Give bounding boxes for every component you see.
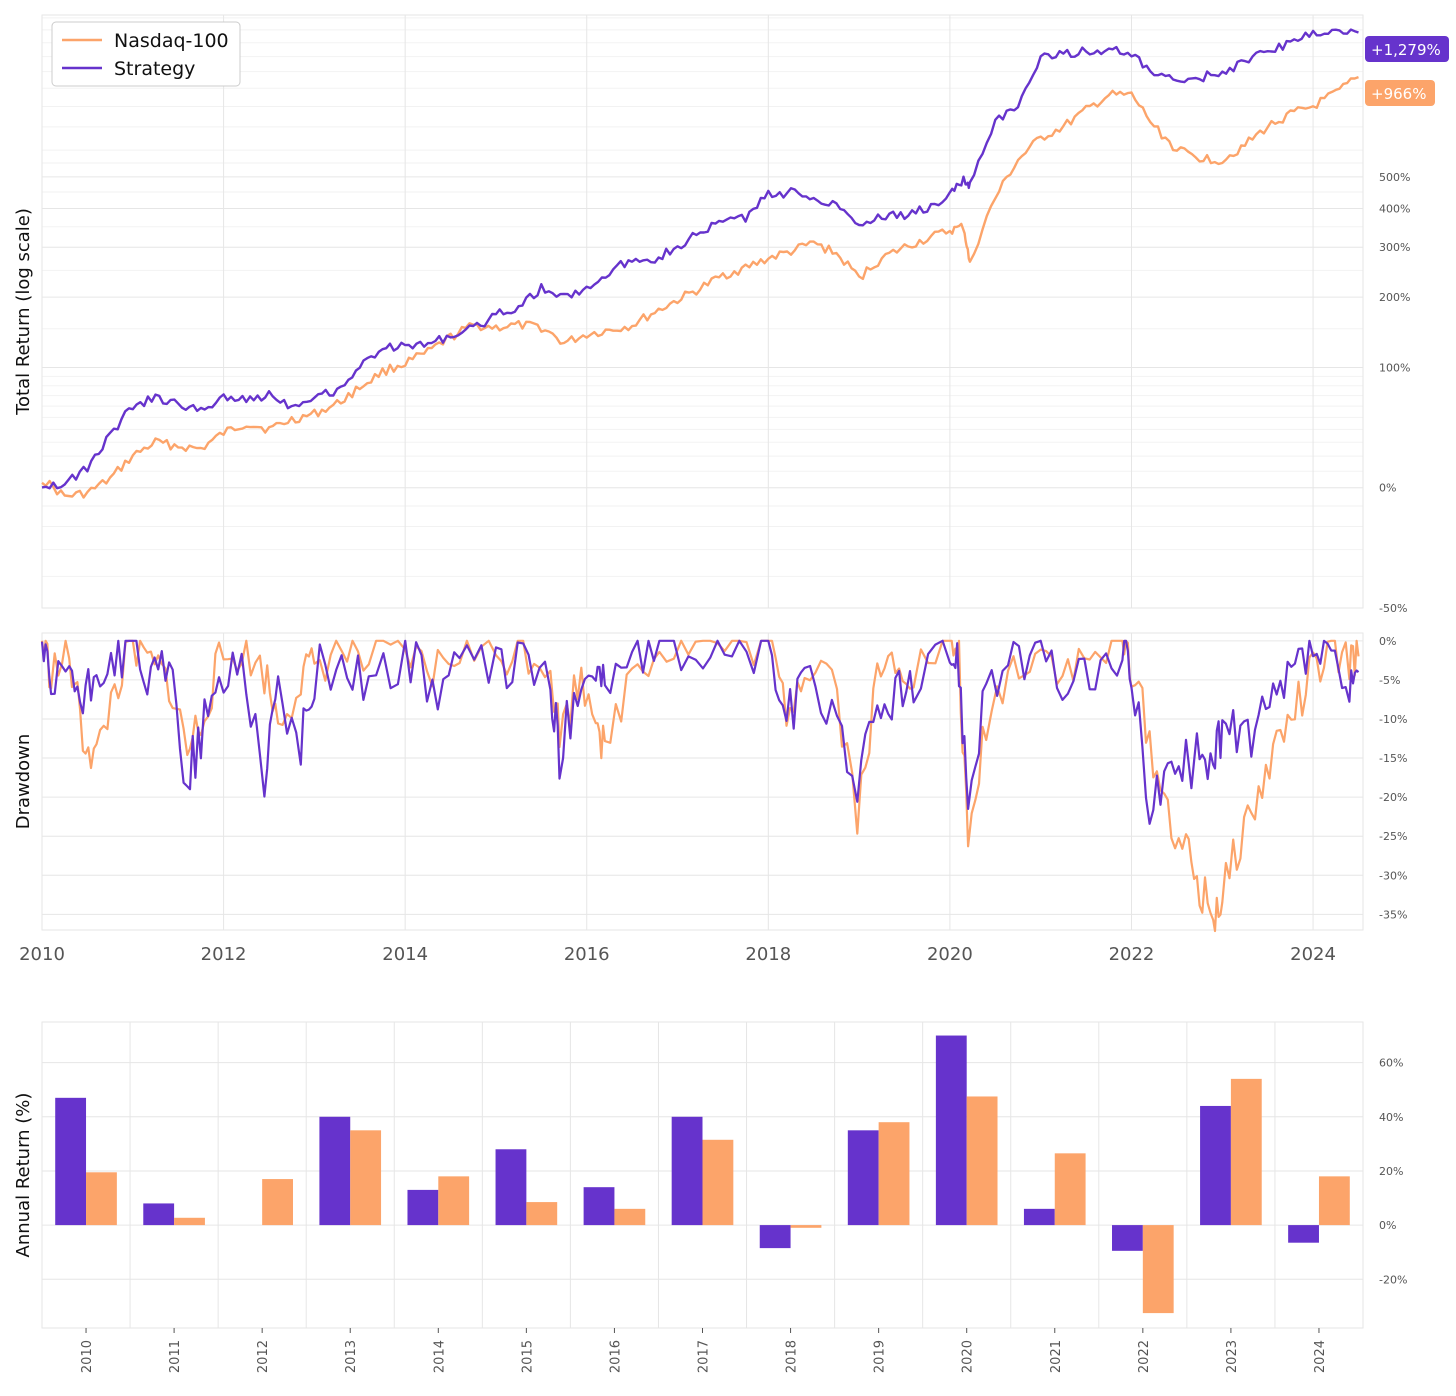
- strategy-drawdown-line: [40, 639, 1360, 825]
- year-x-tick-label: 2020: [961, 1340, 976, 1373]
- year-x-tick-label: 2015: [520, 1340, 535, 1373]
- nasdaq-annual-return-bar: [790, 1225, 822, 1228]
- year-x-tick-label: 2017: [697, 1340, 712, 1373]
- strategy-annual-return-bar: [1200, 1105, 1231, 1226]
- strategy-annual-return-bar: [671, 1116, 703, 1226]
- date-x-tick-label: 2012: [201, 944, 247, 965]
- year-x-tick-label: 2024: [1313, 1340, 1328, 1373]
- year-x-tick-label: 2014: [432, 1340, 447, 1373]
- nasdaq-annual-return-bar: [262, 1179, 293, 1226]
- nasdaq-annual-return-bar: [966, 1096, 998, 1226]
- nasdaq-total-return-line: [41, 75, 1359, 499]
- nasdaq-annual-return-bar: [438, 1176, 470, 1226]
- legend-strategy-label: Strategy: [114, 58, 195, 80]
- drawdown-y-tick-label: -10%: [1379, 713, 1407, 726]
- annual-return-y-tick-label: 40%: [1379, 1111, 1403, 1124]
- strategy-annual-return-bar: [143, 1203, 175, 1226]
- year-x-tick-label: 2013: [344, 1340, 359, 1373]
- nasdaq-annual-return-bar: [350, 1130, 382, 1226]
- total-return-y-axis-label: Total Return (log scale): [13, 208, 34, 416]
- strategy-annual-return-bar: [1112, 1225, 1143, 1251]
- year-x-tick-label: 2021: [1049, 1340, 1064, 1373]
- legend-box: [51, 21, 241, 87]
- drawdown-y-tick-label: -15%: [1379, 752, 1407, 765]
- date-x-tick-label: 2020: [927, 944, 973, 965]
- date-x-tick-label: 2010: [19, 944, 65, 965]
- year-x-tick-label: 2019: [873, 1340, 888, 1373]
- nasdaq-final-value-label: +966%: [1371, 85, 1426, 103]
- nasdaq-annual-return-bar: [86, 1172, 117, 1226]
- year-x-tick-label: 2016: [608, 1340, 623, 1373]
- strategy-final-value-label: +1,279%: [1371, 41, 1441, 59]
- drawdown-y-tick-label: -30%: [1379, 869, 1407, 882]
- nasdaq-final-value-badge: [1365, 80, 1435, 106]
- strategy-annual-return-bar: [847, 1130, 879, 1226]
- strategy-annual-return-bar: [935, 1035, 967, 1226]
- drawdown-y-tick-label: 0%: [1379, 635, 1396, 648]
- total-return-y-tick-label: 500%: [1379, 171, 1410, 184]
- nasdaq-annual-return-bar: [1318, 1176, 1350, 1226]
- annual-return-y-tick-label: 0%: [1379, 1219, 1396, 1232]
- year-x-tick-label: 2022: [1137, 1340, 1152, 1373]
- nasdaq-annual-return-bar: [702, 1139, 734, 1226]
- date-x-tick-label: 2016: [564, 944, 610, 965]
- drawdown-y-tick-label: -25%: [1379, 830, 1407, 843]
- drawdown-y-tick-label: -5%: [1379, 674, 1400, 687]
- annual-return-y-tick-label: -20%: [1379, 1273, 1407, 1286]
- nasdaq-annual-return-bar: [1142, 1225, 1174, 1314]
- total-return-y-tick-label: 200%: [1379, 291, 1410, 304]
- annual-return-y-tick-label: 20%: [1379, 1165, 1403, 1178]
- nasdaq-annual-return-bar: [1230, 1078, 1262, 1226]
- total-return-y-tick-label: 100%: [1379, 361, 1410, 374]
- year-x-tick-label: 2018: [785, 1340, 800, 1373]
- date-x-tick-label: 2024: [1290, 944, 1336, 965]
- drawdown-y-axis-label: Drawdown: [13, 734, 34, 830]
- strategy-annual-return-bar: [583, 1187, 615, 1226]
- annual-return-y-tick-label: 60%: [1379, 1057, 1403, 1070]
- total-return-y-tick-label: 300%: [1379, 241, 1410, 254]
- strategy-final-value-badge: [1365, 36, 1449, 62]
- date-x-tick-label: 2014: [382, 944, 428, 965]
- drawdown-y-tick-label: -35%: [1379, 908, 1407, 921]
- strategy-annual-return-bar: [407, 1189, 439, 1226]
- strategy-annual-return-bar: [1288, 1225, 1319, 1243]
- date-x-tick-label: 2022: [1109, 944, 1155, 965]
- nasdaq-annual-return-bar: [174, 1217, 205, 1226]
- nasdaq-annual-return-bar: [878, 1122, 910, 1226]
- strategy-annual-return-bar: [319, 1116, 351, 1226]
- nasdaq-annual-return-bar: [526, 1202, 558, 1226]
- strategy-annual-return-bar: [759, 1225, 791, 1249]
- drawdown-frame: [41, 632, 1364, 931]
- legend-nasdaq-label: Nasdaq-100: [114, 30, 229, 52]
- total-return-y-tick-label: 400%: [1379, 202, 1410, 215]
- strategy-annual-return-bar: [1023, 1208, 1055, 1226]
- strategy-annual-return-bar: [495, 1149, 527, 1226]
- nasdaq-drawdown-line: [40, 639, 1360, 933]
- year-x-tick-label: 2011: [168, 1340, 183, 1373]
- total-return-frame: [41, 14, 1364, 609]
- year-x-tick-label: 2012: [256, 1340, 271, 1373]
- annual-return-y-axis-label: Annual Return (%): [13, 1093, 34, 1258]
- date-x-tick-label: 2018: [745, 944, 791, 965]
- year-x-tick-label: 2023: [1225, 1340, 1240, 1373]
- strategy-total-return-line: [41, 28, 1359, 490]
- total-return-y-tick-label: -50%: [1379, 602, 1407, 615]
- strategy-annual-return-bar: [55, 1097, 87, 1226]
- nasdaq-annual-return-bar: [614, 1208, 646, 1226]
- drawdown-y-tick-label: -20%: [1379, 791, 1407, 804]
- total-return-y-tick-label: 0%: [1379, 482, 1396, 495]
- nasdaq-annual-return-bar: [1054, 1153, 1086, 1226]
- year-x-tick-label: 2010: [80, 1340, 95, 1373]
